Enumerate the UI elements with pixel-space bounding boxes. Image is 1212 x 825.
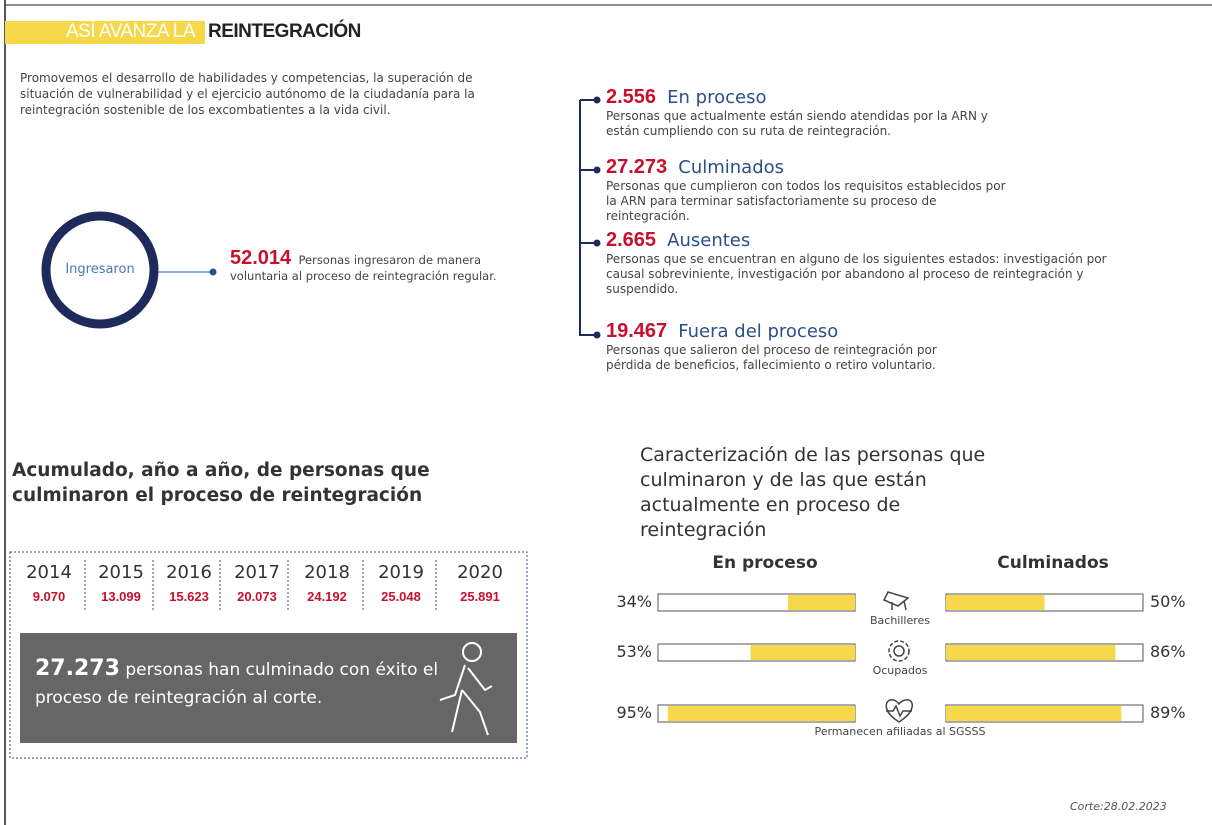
status-number: 2.556	[606, 86, 657, 108]
status-desc: Personas que actualmente están siendo at…	[606, 109, 988, 138]
status-label: En proceso	[667, 87, 767, 108]
year: 2020	[457, 562, 503, 583]
year: 2016	[166, 562, 212, 583]
value-label: 95%	[616, 703, 652, 722]
banner	[20, 633, 517, 743]
chart-title: Caracterización de las personas que culm…	[640, 444, 986, 541]
category-label: Permanecen afiliadas al SGSSS	[814, 725, 986, 738]
status-desc: Personas que salieron del proceso de rei…	[606, 343, 937, 372]
value-label: 89%	[1150, 703, 1186, 722]
legend-entry: En proceso	[712, 553, 818, 573]
status-number: 19.467	[606, 320, 668, 342]
walker-icon	[439, 642, 493, 736]
status-desc: Personas que se encuentran en alguno de …	[606, 252, 1107, 296]
bar	[750, 645, 855, 660]
legend-entry: Culminados	[997, 553, 1109, 573]
year: 2017	[234, 562, 280, 583]
year: 2015	[98, 562, 144, 583]
year-value: 24.192	[307, 589, 347, 604]
banner-number: 27.273	[35, 656, 120, 681]
bracket-dots	[580, 96, 601, 339]
status-2: 2.665 Ausentes Personas que se encuentra…	[606, 229, 1146, 297]
year-value: 25.048	[381, 589, 421, 604]
banner-desc: personas han culminado con éxito el proc…	[35, 660, 439, 708]
title-rest: REINTEGRACIÓN	[208, 21, 361, 42]
title-highlight: ASÍ AVANZA LA	[66, 21, 196, 42]
year-value: 9.070	[32, 589, 66, 604]
year: 2014	[26, 562, 72, 583]
ingresaron-number: 52.014	[230, 247, 292, 269]
year-value: 20.073	[237, 589, 277, 604]
connector-dot	[209, 268, 217, 276]
status-desc: Personas que cumplieron con todos los re…	[606, 179, 1006, 223]
status-number: 27.273	[606, 156, 668, 178]
intro: Promovemos el desarrollo de habilidades …	[20, 71, 475, 117]
status-number: 2.665	[606, 229, 657, 251]
status-label: Culminados	[678, 157, 785, 178]
status-0: 2.556 En proceso Personas que actualment…	[606, 86, 1146, 139]
bar	[788, 595, 855, 610]
years: 2014 9.070 2015 13.099 2016 15.623 2017 20.073 2…	[15, 562, 520, 612]
value-label: 50%	[1150, 592, 1186, 611]
category-label: Bachilleres	[869, 614, 931, 627]
bracket	[579, 100, 596, 336]
status-3: 19.467 Fuera del proceso Personas que sa…	[606, 320, 1146, 373]
year-separators	[84, 560, 437, 612]
category-label: Ocupados	[872, 664, 928, 677]
status-1: 27.273 Culminados Personas que cumpliero…	[606, 156, 1146, 224]
year-value: 13.099	[101, 589, 141, 604]
value-label: 86%	[1150, 642, 1186, 661]
footer: Corte:28.02.2023	[1070, 800, 1167, 813]
value-label: 53%	[616, 642, 652, 661]
ingresaron-circle	[41, 211, 159, 329]
banner-text: 27.273 personas han culminado con éxito …	[35, 655, 465, 712]
bar	[667, 706, 855, 721]
icons	[882, 591, 913, 723]
yearly-title: Acumulado, año a año, de personas que cu…	[12, 460, 430, 506]
ingresaron-label: Ingresaron	[65, 262, 135, 277]
bar	[946, 706, 1122, 721]
bar	[946, 595, 1045, 610]
status-label: Ausentes	[667, 230, 751, 251]
status-label: Fuera del proceso	[678, 321, 839, 342]
year: 2019	[378, 562, 424, 583]
title-highlight-bg	[5, 21, 205, 44]
year-value: 25.891	[460, 589, 500, 604]
yearly-box	[9, 551, 528, 759]
ingresaron-text: 52.014 Personas ingresaron de manera vol…	[230, 247, 530, 284]
ingresaron-desc: Personas ingresaron de manera voluntaria…	[230, 253, 497, 283]
year: 2018	[304, 562, 350, 583]
value-label: 34%	[616, 592, 652, 611]
year-value: 15.623	[169, 589, 209, 604]
bar	[946, 645, 1116, 660]
